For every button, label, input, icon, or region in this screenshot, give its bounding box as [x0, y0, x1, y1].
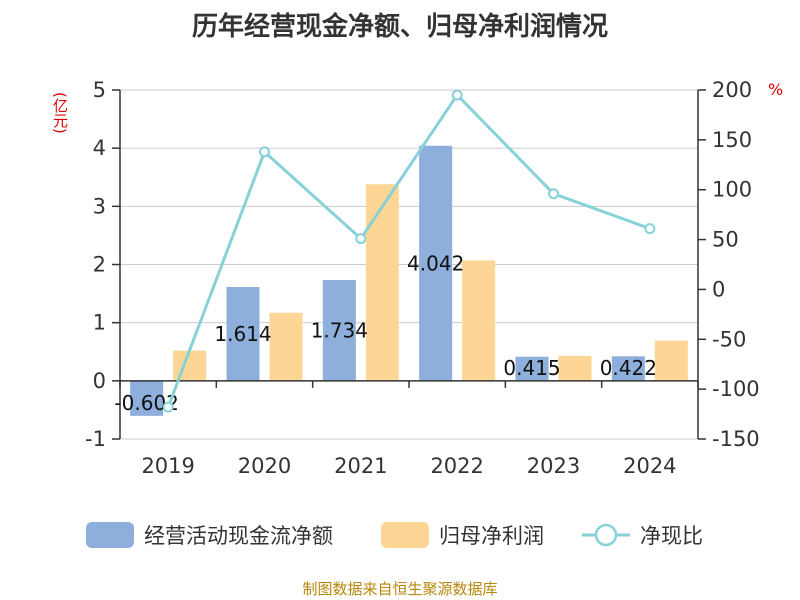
x-axis-category-label: 2022 — [430, 454, 483, 478]
bar-net-profit — [269, 312, 303, 381]
line-point — [451, 89, 463, 101]
bar-value-label: 4.042 — [407, 251, 464, 275]
right-axis-tick-label: -100 — [712, 377, 760, 401]
right-axis-tick-label: 100 — [712, 178, 752, 202]
bar-net-profit — [365, 184, 399, 381]
legend-label-cash-ratio: 净现比 — [640, 524, 703, 548]
line-cash-ratio — [166, 92, 651, 408]
right-axis-tick-label: -150 — [712, 427, 760, 451]
x-axis-category-label: 2020 — [238, 454, 291, 478]
x-axis-category-label: 2019 — [141, 454, 194, 478]
legend-line-marker — [582, 523, 630, 547]
bar-cashflow — [322, 279, 356, 381]
bar-net-profit — [173, 350, 207, 381]
legend-item-cash-ratio[interactable]: 净现比 — [582, 518, 703, 552]
right-axis-tick-label: -50 — [712, 327, 746, 351]
left-axis-tick-label: 4 — [93, 136, 106, 160]
left-axis-tick-label: 0 — [93, 369, 106, 393]
line-point — [644, 223, 656, 235]
bar-cashflow — [419, 145, 453, 381]
left-axis-tick-label: 2 — [93, 253, 106, 277]
legend-item-cashflow[interactable]: 经营活动现金流净额 — [86, 518, 333, 552]
bar-net-profit — [462, 260, 496, 381]
bar-cashflow — [611, 356, 645, 381]
left-axis-tick-label: 3 — [93, 194, 106, 218]
bar-cashflow — [130, 380, 164, 416]
bar-cashflow — [515, 356, 549, 381]
left-axis-tick-label: 5 — [93, 78, 106, 102]
legend: 经营活动现金流净额 归母净利润 净现比 — [0, 518, 800, 552]
bar-cashflow — [226, 286, 260, 381]
legend-swatch-cashflow — [86, 522, 134, 548]
bar-net-profit — [654, 340, 688, 381]
legend-item-net-profit[interactable]: 归母净利润 — [381, 518, 544, 552]
line-point — [259, 146, 270, 158]
bar-value-label: 1.614 — [214, 322, 271, 346]
legend-label-net-profit: 归母净利润 — [439, 524, 544, 548]
line-point — [162, 401, 174, 413]
x-axis-category-label: 2023 — [527, 454, 580, 478]
right-axis-tick-label: 0 — [712, 277, 725, 301]
left-axis-tick-label: 1 — [93, 311, 106, 335]
right-axis-unit: % — [768, 80, 784, 99]
bar-net-profit — [558, 355, 592, 381]
line-point — [548, 188, 559, 200]
x-axis-category-label: 2021 — [334, 454, 387, 478]
source-note: 制图数据来自恒生聚源数据库 — [302, 580, 498, 598]
left-axis-unit: (亿元) — [51, 92, 69, 134]
legend-label-cashflow: 经营活动现金流净额 — [144, 524, 333, 548]
bar-value-label: 0.422 — [600, 356, 657, 380]
chart-title: 历年经营现金净额、归母净利润情况 — [191, 12, 608, 42]
bar-value-label: 1.734 — [311, 318, 368, 342]
right-axis-tick-label: 200 — [712, 78, 752, 102]
right-axis-tick-label: 50 — [712, 228, 739, 252]
right-axis-tick-label: 150 — [712, 128, 752, 152]
line-point — [355, 233, 367, 245]
x-axis-category-label: 2024 — [623, 454, 676, 478]
bar-value-label: 0.415 — [503, 356, 560, 380]
left-axis-tick-label: -1 — [85, 427, 106, 451]
legend-swatch-net-profit — [381, 522, 429, 548]
